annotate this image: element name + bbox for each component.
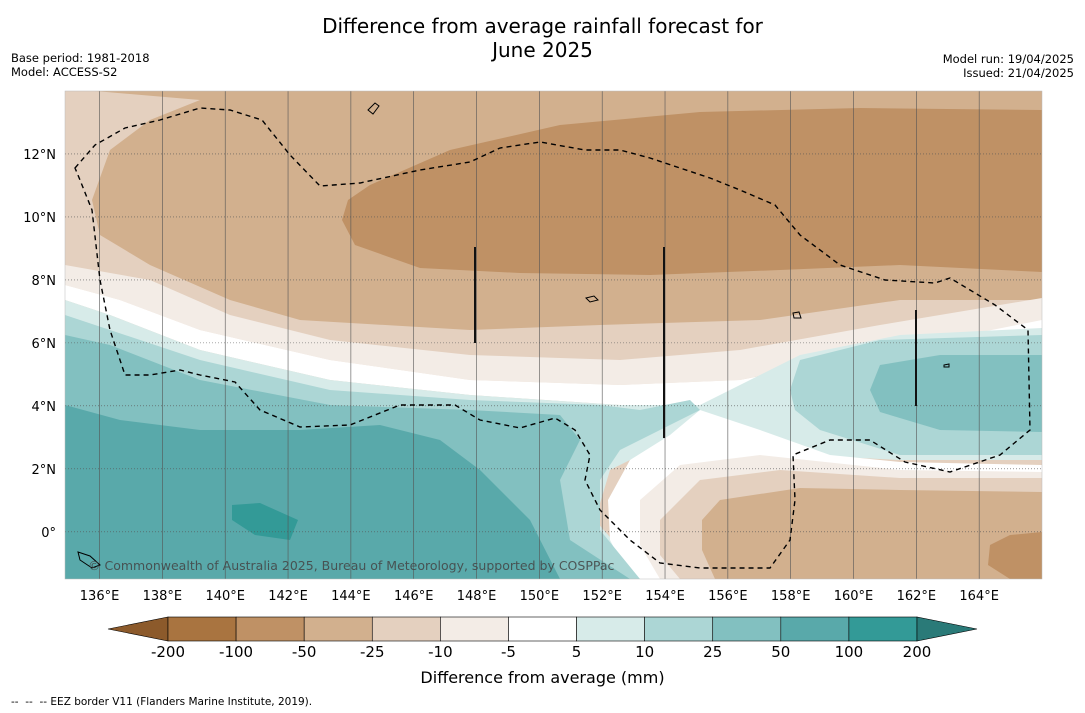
x-tick-label: 146°E xyxy=(394,589,434,604)
colorbar-tick-label: 10 xyxy=(635,643,655,661)
vertical-markers xyxy=(474,247,917,438)
eez-footnote: -- -- -- EEZ border V11 (Flanders Marine… xyxy=(11,696,313,708)
colorbar-swatch xyxy=(644,616,714,642)
colorbar-swatch xyxy=(712,616,782,642)
x-tick-label: 152°E xyxy=(582,589,622,604)
y-tick-label: 0° xyxy=(41,526,56,541)
field-dry-south-50 xyxy=(702,488,1042,579)
issued-date: Issued: 21/04/2025 xyxy=(963,66,1074,80)
y-tick-label: 4°N xyxy=(32,400,57,415)
y-tick-label: 6°N xyxy=(32,337,57,352)
x-tick-label: 156°E xyxy=(708,589,748,604)
field-wet-50-east xyxy=(870,355,1042,432)
model-run: Model run: 19/04/2025 xyxy=(942,52,1074,66)
x-tick-label: 154°E xyxy=(645,589,685,604)
x-tick-label: 138°E xyxy=(143,589,183,604)
base-period: Base period: 1981-2018 xyxy=(11,51,150,65)
x-tick-label: 142°E xyxy=(268,589,308,604)
island xyxy=(792,311,802,319)
field-wet-100 xyxy=(65,405,560,579)
colorbar-tick-label: 100 xyxy=(834,643,864,661)
island xyxy=(585,295,599,303)
island xyxy=(367,102,380,115)
colorbar-tick-label: 200 xyxy=(902,643,932,661)
x-tick-label: 148°E xyxy=(457,589,497,604)
title-line-1: Difference from average rainfall forecas… xyxy=(322,14,763,38)
y-tick-label: 2°N xyxy=(32,463,57,478)
colorbar-tick-label: -25 xyxy=(360,643,385,661)
colorbar-tick-label: 50 xyxy=(771,643,791,661)
field-neutral-south xyxy=(608,410,1042,579)
colorbar-title: Difference from average (mm) xyxy=(420,668,665,687)
map-frame xyxy=(64,90,1043,580)
x-tick-label: 162°E xyxy=(897,589,937,604)
y-tick-labels: 12°N 10°N 8°N 6°N 4°N 2°N 0° xyxy=(23,148,56,541)
colorbar-swatch xyxy=(780,616,850,642)
x-tick-labels: 136°E 138°E 140°E 142°E 144°E 146°E 148°E 150°E… xyxy=(80,589,999,604)
copyright-note: © Commonwealth of Australia 2025, Bureau… xyxy=(88,558,614,573)
x-tick-label: 150°E xyxy=(520,589,560,604)
colorbar-tick-label: 5 xyxy=(571,643,582,661)
colorbar-swatch xyxy=(303,616,373,642)
y-tick-label: 12°N xyxy=(23,148,56,163)
colorbar-swatch xyxy=(576,616,645,642)
x-tick-label: 160°E xyxy=(834,589,874,604)
colorbar-extend-low xyxy=(107,616,169,642)
colorbar-swatch xyxy=(508,616,577,642)
x-tick-label: 164°E xyxy=(959,589,999,604)
meta-left: Base period: 1981-2018 Model: ACCESS-S2 xyxy=(11,51,150,79)
colorbar-tick-label: -5 xyxy=(500,643,516,661)
colorbar-tick-label: 25 xyxy=(703,643,723,661)
colorbar-swatch xyxy=(371,616,441,642)
contour-fields xyxy=(65,91,1042,579)
colorbar-extend-high xyxy=(916,616,978,642)
field-dry-south-100 xyxy=(988,532,1042,579)
chart-title: Difference from average rainfall forecas… xyxy=(0,14,1085,62)
graticule xyxy=(65,91,1042,579)
island xyxy=(77,551,101,569)
field-dry-light-north xyxy=(65,265,1042,385)
field-wet-200 xyxy=(232,503,298,540)
islands xyxy=(77,102,950,569)
colorbar-swatch xyxy=(848,616,918,642)
x-tick-label: 136°E xyxy=(80,589,120,604)
colorbar-tick-label: -10 xyxy=(428,643,453,661)
colorbar-swatch xyxy=(440,616,509,642)
y-tick-label: 10°N xyxy=(23,211,56,226)
colorbar-tick-label: -200 xyxy=(150,643,186,661)
title-line-2: June 2025 xyxy=(492,38,593,62)
colorbar-swatch xyxy=(167,616,237,642)
y-tick-label: 8°N xyxy=(32,274,57,289)
field-dry-north-100 xyxy=(342,108,1042,275)
island xyxy=(943,363,950,368)
eez-border xyxy=(74,107,1031,569)
colorbar xyxy=(107,616,978,642)
colorbar-tick-label: -50 xyxy=(291,643,317,661)
colorbar-tick-label: -100 xyxy=(219,643,254,661)
x-tick-label: 144°E xyxy=(331,589,371,604)
colorbar-swatch xyxy=(235,616,305,642)
meta-right: Model run: 19/04/2025 Issued: 21/04/2025 xyxy=(943,52,1074,80)
model-name: Model: ACCESS-S2 xyxy=(11,65,118,79)
x-tick-label: 158°E xyxy=(771,589,811,604)
x-tick-label: 140°E xyxy=(205,589,245,604)
